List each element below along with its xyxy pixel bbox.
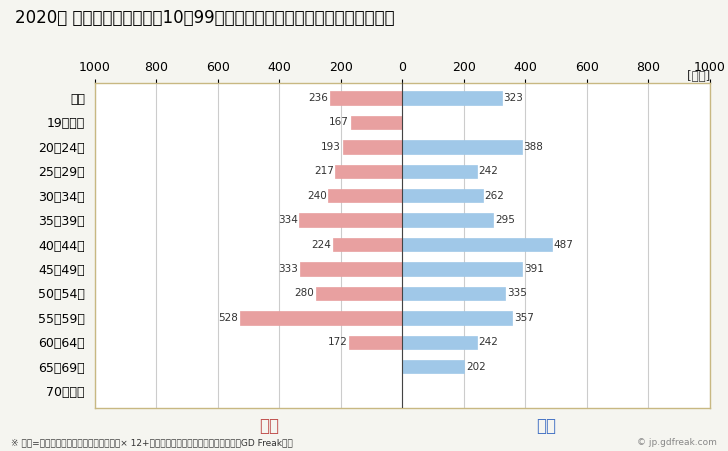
Text: 242: 242 xyxy=(478,337,499,347)
Bar xyxy=(328,189,402,202)
Text: 男性: 男性 xyxy=(536,417,556,435)
Bar xyxy=(402,238,552,251)
Text: 女性: 女性 xyxy=(259,417,280,435)
Bar xyxy=(402,165,477,178)
Text: 295: 295 xyxy=(495,215,515,225)
Bar xyxy=(240,311,402,325)
Text: 202: 202 xyxy=(466,362,486,372)
Text: 333: 333 xyxy=(278,264,298,274)
Text: 242: 242 xyxy=(478,166,499,176)
Bar xyxy=(343,140,402,154)
Bar xyxy=(402,213,493,227)
Bar xyxy=(402,189,483,202)
Bar xyxy=(402,262,523,276)
Bar xyxy=(316,287,402,300)
Text: 528: 528 xyxy=(218,313,238,323)
Text: 240: 240 xyxy=(306,191,327,201)
Bar xyxy=(349,336,402,349)
Text: 334: 334 xyxy=(278,215,298,225)
Text: 167: 167 xyxy=(329,118,349,128)
Text: 217: 217 xyxy=(314,166,333,176)
Text: 2020年 民間企業（従業者数10〜99人）フルタイム労働者の男女別平均年収: 2020年 民間企業（従業者数10〜99人）フルタイム労働者の男女別平均年収 xyxy=(15,9,394,27)
Text: 262: 262 xyxy=(485,191,505,201)
Bar xyxy=(402,311,512,325)
Text: 172: 172 xyxy=(328,337,347,347)
Bar xyxy=(330,92,402,105)
Text: 280: 280 xyxy=(295,288,314,299)
Text: 323: 323 xyxy=(504,93,523,103)
Text: 335: 335 xyxy=(507,288,527,299)
Bar xyxy=(402,287,505,300)
Bar xyxy=(402,92,502,105)
Text: 388: 388 xyxy=(523,142,543,152)
Bar xyxy=(402,360,464,373)
Bar xyxy=(300,262,402,276)
Bar xyxy=(336,165,402,178)
Bar xyxy=(402,140,521,154)
Bar xyxy=(351,116,402,129)
Bar xyxy=(333,238,402,251)
Text: [万円]: [万円] xyxy=(687,70,710,83)
Text: 487: 487 xyxy=(554,239,574,249)
Text: 193: 193 xyxy=(321,142,341,152)
Bar xyxy=(299,213,402,227)
Bar xyxy=(402,336,477,349)
Text: 357: 357 xyxy=(514,313,534,323)
Text: ※ 年収=「きまって支給する現金給与額」× 12+「年間賞与その他特別給与額」としてGD Freak推計: ※ 年収=「きまって支給する現金給与額」× 12+「年間賞与その他特別給与額」と… xyxy=(11,438,293,447)
Text: © jp.gdfreak.com: © jp.gdfreak.com xyxy=(637,438,717,447)
Text: 236: 236 xyxy=(308,93,328,103)
Text: 391: 391 xyxy=(524,264,545,274)
Text: 224: 224 xyxy=(312,239,331,249)
